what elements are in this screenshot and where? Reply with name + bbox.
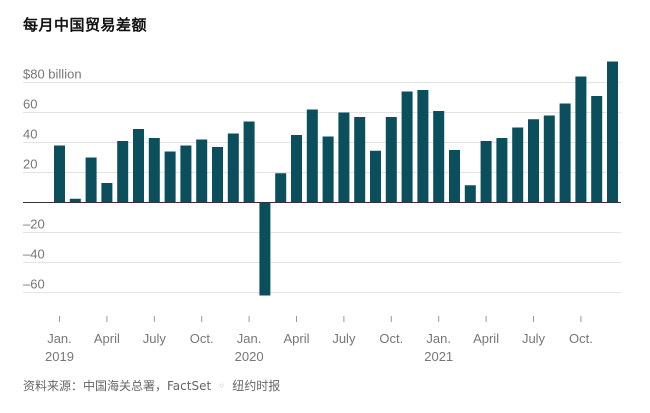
- y-tick-label: –20: [23, 217, 45, 232]
- bar-2019-04: [101, 183, 113, 203]
- x-tick-label: Oct.: [190, 331, 214, 346]
- bar-2019-07: [148, 138, 160, 203]
- bar-2020-02: [259, 202, 271, 296]
- x-tick-label: April: [94, 331, 120, 346]
- x-tick-label: July: [143, 331, 167, 346]
- x-tick-label: Jan.: [237, 331, 262, 346]
- bar-2019-01: [54, 145, 65, 203]
- bar-2020-07: [338, 112, 350, 203]
- bar-2020-09: [370, 150, 381, 203]
- bar-2021-09: [559, 103, 571, 203]
- x-tick-label: Jan.: [47, 331, 72, 346]
- y-tick-label: –40: [23, 247, 45, 262]
- bar-2021-08: [543, 115, 555, 203]
- x-year-label: 2021: [424, 349, 453, 364]
- y-tick-label: 40: [23, 127, 37, 142]
- source-note: 资料来源：中国海关总署，FactSet ◦ 纽约时报: [23, 377, 280, 394]
- x-tick-label: July: [332, 331, 356, 346]
- bar-2021-03: [464, 185, 476, 203]
- bar-2019-02: [69, 198, 81, 203]
- bar-2021-04: [480, 141, 492, 203]
- bar-2021-06: [512, 127, 524, 203]
- bar-2020-01: [243, 121, 255, 203]
- bar-2019-06: [133, 129, 144, 203]
- bar-2019-10: [196, 139, 208, 203]
- bar-2020-06: [322, 136, 334, 203]
- bar-2021-01: [433, 111, 445, 203]
- bar-2019-05: [117, 141, 129, 203]
- bar-2020-08: [354, 117, 366, 203]
- x-tick-label: Jan.: [426, 331, 451, 346]
- y-tick-label: $80 billion: [23, 67, 82, 82]
- bar-2019-11: [212, 147, 223, 203]
- y-tick-label: –60: [23, 277, 45, 292]
- bar-2021-05: [496, 138, 508, 203]
- x-year-label: 2019: [45, 349, 74, 364]
- bar-2020-11: [401, 91, 413, 203]
- y-tick-label: 60: [23, 97, 37, 112]
- bar-2020-12: [417, 90, 429, 203]
- bar-2021-07: [528, 119, 539, 203]
- bars: [54, 61, 618, 296]
- x-tick-label: April: [473, 331, 499, 346]
- bar-2019-12: [227, 133, 239, 203]
- bar-2020-04: [291, 135, 302, 203]
- bar-2021-10: [575, 76, 587, 203]
- credit-text: 纽约时报: [232, 379, 281, 393]
- separator-dot: ◦: [218, 379, 226, 393]
- y-axis-labels: $80 billion 60 40 20 –20 –40 –60: [23, 67, 82, 292]
- bar-2019-08: [164, 151, 176, 203]
- x-tick-label: April: [283, 331, 309, 346]
- x-axis: Jan. 2019 April July Oct. Jan. 2020 April July Oc…: [45, 316, 593, 364]
- bar-2021-02: [449, 150, 460, 203]
- y-tick-label: 20: [23, 157, 37, 172]
- bar-2019-03: [85, 157, 97, 203]
- chart-title: 每月中国贸易差额: [23, 16, 148, 34]
- x-tick-label: Oct.: [569, 331, 593, 346]
- x-tick-label: Oct.: [379, 331, 403, 346]
- bar-2020-10: [385, 117, 397, 203]
- x-year-label: 2020: [235, 349, 264, 364]
- bar-2021-11: [591, 96, 603, 203]
- source-text: 资料来源：中国海关总署，FactSet: [23, 379, 212, 393]
- bar-2020-05: [306, 109, 318, 203]
- bar-2019-09: [180, 145, 192, 203]
- x-tick-label: July: [522, 331, 546, 346]
- bar-2021-12: [607, 61, 618, 203]
- bar-2020-03: [275, 173, 287, 203]
